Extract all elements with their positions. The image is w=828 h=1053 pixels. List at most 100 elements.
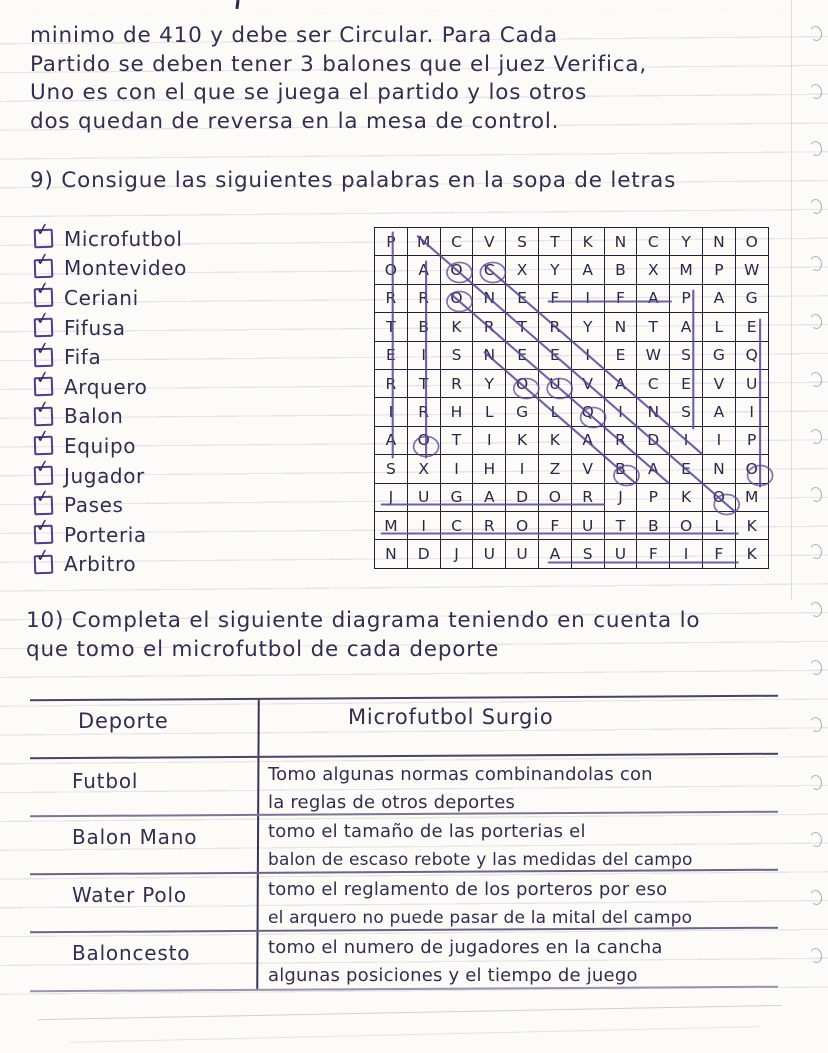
table-line bbox=[30, 694, 778, 701]
grid-cell: R bbox=[406, 283, 441, 314]
grid-cell: M bbox=[734, 482, 769, 512]
grid-cell: A bbox=[701, 283, 736, 314]
grid-cell: O bbox=[734, 454, 769, 484]
grid-cell: C bbox=[472, 255, 507, 285]
word-item: ✓ Porteria bbox=[33, 515, 334, 550]
grid-cell: R bbox=[374, 368, 408, 399]
grid-cell: S bbox=[570, 539, 605, 569]
word-item-label: Equipo bbox=[64, 433, 137, 458]
grid-cell: I bbox=[570, 340, 605, 370]
question-10-heading: 10) Completa el siguiente diagrama tenie… bbox=[26, 606, 796, 664]
grid-cell: B bbox=[406, 312, 441, 342]
check-icon: ✓ bbox=[34, 455, 53, 479]
table-row-description: Tomo algunas normas combinandolas con la… bbox=[268, 761, 773, 817]
grid-cell: U bbox=[537, 368, 572, 399]
check-icon: ✓ bbox=[34, 307, 53, 331]
grid-cell: F bbox=[537, 283, 572, 314]
checked-checkbox-icon: ✓ bbox=[33, 397, 54, 427]
grid-cell: J bbox=[439, 539, 474, 569]
grid-cell: A bbox=[406, 255, 441, 285]
grid-cell: I bbox=[374, 397, 408, 427]
grid-cell: R bbox=[603, 425, 638, 456]
spiral-binding-mark bbox=[808, 600, 824, 619]
grid-cell: Y bbox=[537, 255, 572, 285]
grid-cell: I bbox=[603, 397, 638, 427]
table-line bbox=[30, 752, 778, 759]
grid-cell: G bbox=[505, 397, 539, 427]
table-row-deporte: Balon Mano bbox=[72, 825, 198, 849]
grid-cell: A bbox=[603, 368, 638, 399]
grid-cell: R bbox=[374, 283, 408, 314]
grid-cell: X bbox=[406, 454, 441, 484]
grid-cell: N bbox=[603, 312, 638, 342]
grid-cell: K bbox=[734, 510, 769, 541]
grid-cell: P bbox=[374, 226, 408, 257]
description-line: tomo el numero de jugadores en la cancha bbox=[268, 937, 663, 958]
grid-cell: C bbox=[439, 510, 474, 541]
grid-cell: C bbox=[439, 226, 474, 257]
grid-cell: W bbox=[636, 340, 671, 370]
grid-cell: T bbox=[406, 368, 441, 399]
grid-cell: V bbox=[472, 226, 507, 257]
grid-cell: R bbox=[472, 312, 507, 342]
grid-cell: A bbox=[472, 482, 507, 512]
word-item-label: Pases bbox=[64, 493, 124, 518]
description-line: el arquero no puede pasar de la mital de… bbox=[268, 908, 693, 928]
grid-cell: U bbox=[603, 539, 638, 569]
spiral-binding-mark bbox=[808, 773, 824, 791]
grid-cell: P bbox=[636, 482, 671, 512]
checked-checkbox-icon: ✓ bbox=[33, 367, 54, 397]
grid-cell: E bbox=[374, 340, 408, 370]
page-edge-line bbox=[791, 0, 792, 600]
grid-cell: R bbox=[472, 510, 507, 541]
deporte-table: Deporte Microfutbol Surgio Futbol Balon … bbox=[30, 694, 778, 993]
intro-line: minimo de 410 y debe ser Circular. Para … bbox=[30, 23, 558, 48]
spiral-binding-mark bbox=[808, 197, 824, 215]
grid-cell: D bbox=[505, 482, 539, 512]
page-bottom-edge bbox=[70, 1026, 760, 1043]
grid-cell: K bbox=[439, 312, 474, 342]
description-line: balon de escaso rebote y las medidas del… bbox=[268, 850, 693, 870]
grid-cell: V bbox=[701, 368, 736, 399]
grid-cell: U bbox=[570, 510, 605, 541]
grid-cell: N bbox=[701, 454, 736, 484]
grid-cell: F bbox=[537, 510, 572, 541]
grid-cell: Q bbox=[570, 397, 605, 427]
grid-cell: O bbox=[505, 368, 539, 399]
description-line: Tomo algunas normas combinandolas con bbox=[268, 764, 653, 785]
grid-cell: N bbox=[472, 340, 507, 370]
grid-cell: L bbox=[701, 510, 736, 541]
word-item: ✓ Montevideo bbox=[33, 249, 334, 284]
word-item-label: Arbitro bbox=[64, 552, 137, 577]
grid-cell: C bbox=[636, 368, 671, 399]
grid-cell: A bbox=[537, 539, 572, 569]
intro-line: Uno es con el que se juega el partido y … bbox=[30, 80, 588, 106]
grid-cell: O bbox=[537, 482, 572, 512]
question-10-line: 10) Completa el siguiente diagrama tenie… bbox=[26, 608, 701, 633]
grid-cell: B bbox=[603, 255, 638, 285]
grid-cell: R bbox=[537, 312, 572, 342]
grid-cell: N bbox=[603, 226, 638, 257]
check-icon: ✓ bbox=[34, 515, 53, 538]
spiral-binding-mark bbox=[808, 888, 824, 907]
grid-cell: F bbox=[701, 539, 736, 569]
grid-cell: O bbox=[374, 255, 408, 285]
checked-checkbox-icon: ✓ bbox=[33, 456, 54, 486]
word-item-label: Arquero bbox=[64, 374, 148, 399]
grid-cell: G bbox=[439, 482, 474, 512]
grid-cell: K bbox=[505, 425, 539, 456]
spiral-binding-mark bbox=[808, 140, 824, 158]
grid-cell: A bbox=[701, 397, 736, 427]
grid-cell: M bbox=[406, 226, 441, 257]
check-icon: ✓ bbox=[34, 278, 53, 301]
grid-cell: A bbox=[636, 283, 671, 314]
grid-cell: D bbox=[636, 425, 671, 456]
grid-cell: V bbox=[570, 368, 605, 399]
check-icon: ✓ bbox=[34, 219, 53, 242]
